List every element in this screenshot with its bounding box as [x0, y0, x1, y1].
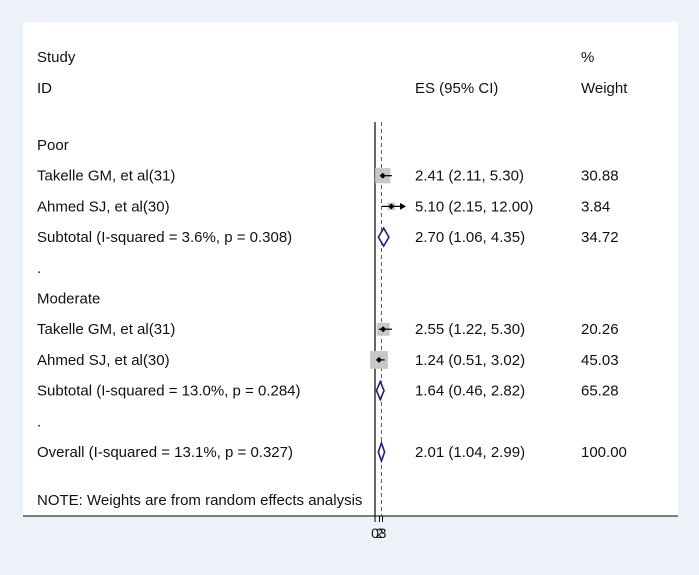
header-es: ES (95% CI) [415, 80, 498, 97]
effect-size-text: 1.24 (0.51, 3.02) [415, 352, 525, 369]
point-estimate [380, 326, 387, 333]
group-label: Moderate [37, 291, 100, 308]
weight-text: 100.00 [581, 444, 627, 461]
header-id: ID [37, 80, 52, 97]
weight-text: 34.72 [581, 229, 619, 246]
study-label: Ahmed SJ, et al(30) [37, 352, 170, 369]
spacer-dot: . [37, 260, 41, 277]
x-tick-label: 2 [376, 525, 384, 541]
point-estimate [388, 203, 395, 210]
effect-size-text: 2.41 (2.11, 5.30) [415, 168, 524, 185]
weight-text: 20.26 [581, 321, 619, 338]
effect-size-text: 2.55 (1.22, 5.30) [415, 321, 525, 338]
weight-text: 65.28 [581, 383, 619, 400]
point-estimate [379, 172, 386, 179]
study-label: Takelle GM, et al(31) [37, 168, 175, 185]
point-estimate [375, 356, 382, 363]
study-label: Takelle GM, et al(31) [37, 321, 175, 338]
effect-size-text: 1.64 (0.46, 2.82) [415, 383, 525, 400]
x-tick-label: 0 [371, 525, 379, 541]
ci-arrow [400, 202, 406, 210]
subtotal-label: Subtotal (I-squared = 3.6%, p = 0.308) [37, 229, 292, 246]
pooled-diamond [377, 440, 386, 464]
overall-label: Overall (I-squared = 13.1%, p = 0.327) [37, 444, 293, 461]
plot-area [23, 22, 678, 516]
header-study: Study [37, 49, 76, 66]
header-percent: % [581, 49, 594, 66]
header-weight: Weight [581, 80, 628, 97]
rows-layer: Poor Takelle GM, et al(31) 2.41 (2.11, 5.3… [37, 137, 627, 464]
weight-text: 30.88 [581, 168, 619, 185]
effect-size-text: 5.10 (2.15, 12.00) [415, 198, 533, 215]
x-tick-label: 3 [379, 525, 387, 541]
pooled-diamond [375, 379, 385, 402]
weight-text: 3.84 [581, 198, 610, 215]
subtotal-label: Subtotal (I-squared = 13.0%, p = 0.284) [37, 383, 301, 400]
effect-size-text: 2.70 (1.06, 4.35) [415, 229, 525, 246]
pooled-diamond [377, 226, 390, 248]
study-label: Ahmed SJ, et al(30) [37, 198, 170, 215]
effect-size-text: 2.01 (1.04, 2.99) [415, 444, 525, 461]
weight-text: 45.03 [581, 352, 619, 369]
group-label: Poor [37, 137, 69, 154]
x-axis-ticks: 023 [371, 516, 387, 541]
note-text: NOTE: Weights are from random effects an… [37, 492, 362, 509]
spacer-dot: . [37, 413, 41, 430]
